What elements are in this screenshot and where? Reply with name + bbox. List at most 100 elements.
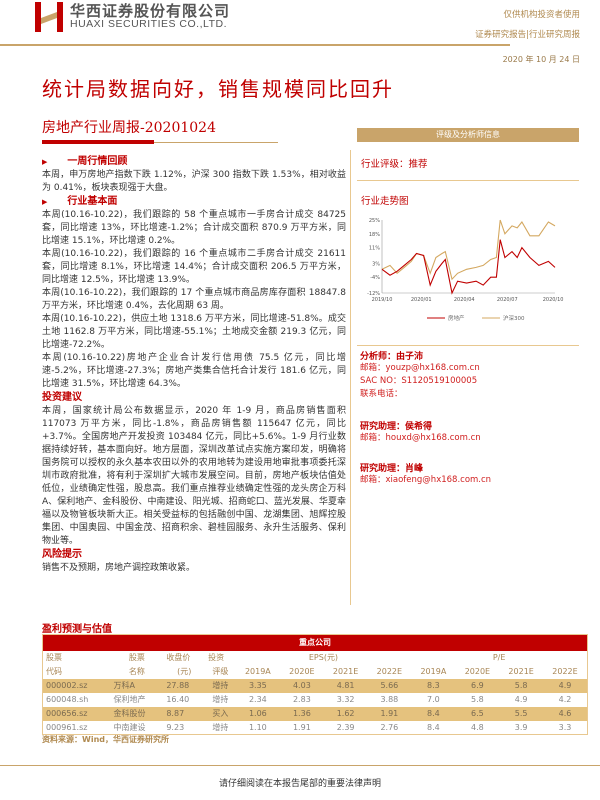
table-cell: 4.9 xyxy=(514,695,528,704)
th: 2021E xyxy=(508,667,534,676)
header-divider xyxy=(0,44,510,46)
th: 投资 xyxy=(208,653,225,662)
fundamentals-paragraph: 本周(10.16-10.22)房地产企业合计发行信用债 75.5 亿元，同比增速… xyxy=(42,353,346,389)
x-tick-label: 2020/07 xyxy=(497,297,518,303)
table-cell: 3.35 xyxy=(235,678,281,693)
footer-rule xyxy=(0,765,600,766)
assistant-email[interactable]: 邮箱：houxd@hx168.com.cn xyxy=(360,433,481,443)
section-heading-fundamentals: ▶ 行业基本面 xyxy=(42,196,118,207)
table-cell: 2.34 xyxy=(248,695,267,704)
table-cell: 1.91 xyxy=(367,706,412,721)
series-line-csi300 xyxy=(381,219,556,281)
table-cell: 000002.sz xyxy=(42,678,111,693)
table-cell: 1.62 xyxy=(323,706,368,721)
fundamentals-paragraph: 本周(10.16-10.22)，我们跟踪的 16 个重点城市二手房合计成交 21… xyxy=(42,249,346,285)
audience-note: 仅供机构投资者使用 xyxy=(503,10,580,20)
table-row: 600048.sh 保利地产 16.40 增持 2.34 2.83 3.32 3.88 7.0 5… xyxy=(43,693,588,707)
sidebar-rule xyxy=(357,345,579,346)
sidebar-header: 评级及分析师信息 xyxy=(357,128,579,142)
table-cell: 6.9 xyxy=(455,678,500,693)
table-cell: 27.88 xyxy=(163,678,206,693)
table-cell: 5.5 xyxy=(499,706,543,721)
report-date: 2020 年 10 月 24 日 xyxy=(502,55,580,64)
footer-disclaimer: 请仔细阅读在本报告尾部的重要法律声明 xyxy=(218,779,381,789)
table-cell: 2.83 xyxy=(292,695,311,704)
weekly-review-text: 本周，申万房地产指数下跌 1.12%，沪深 300 指数下跌 1.53%，相对收… xyxy=(42,170,346,193)
table-cell: 保利地产 xyxy=(113,695,146,704)
table-cell: 2.39 xyxy=(336,722,355,732)
table-cell: 4.8 xyxy=(471,722,484,732)
x-tick-label: 2020/10 xyxy=(543,297,564,303)
table-cell: 8.3 xyxy=(411,678,456,693)
y-tick-label: -4% xyxy=(370,275,380,281)
analyst-phone: 联系电话： xyxy=(360,389,403,399)
x-tick-label: 2019/10 xyxy=(372,297,393,303)
x-tick-label: 2020/01 xyxy=(411,297,432,303)
report-type: 证券研究报告|行业研究周报 xyxy=(475,30,580,40)
y-tick-label: 3% xyxy=(372,261,380,267)
chart-title: 行业走势图 xyxy=(361,196,409,207)
table-title: 盈利预测与估值 xyxy=(42,624,112,635)
analyst-info: 分析师：由子沛 邮箱：youzp@hx168.com.cn SAC NO：S11… xyxy=(360,349,580,487)
company-name-cn: 华西证券股份有限公司 xyxy=(70,2,231,20)
section-heading-risk: 风险提示 xyxy=(42,549,82,560)
main-text-column: ▶ 一周行情回顾 本周，申万房地产指数下跌 1.12%，沪深 300 指数下跌 1… xyxy=(42,155,346,575)
th: (元) xyxy=(177,667,192,676)
table-cell: 增持 xyxy=(205,678,236,693)
y-tick-label: 25% xyxy=(369,218,380,224)
table-cell: 1.91 xyxy=(292,722,311,732)
th: 2021E xyxy=(332,667,359,676)
table-cell: 7.0 xyxy=(427,695,440,704)
table-subheader: 代码 名称 (元) 评级 2019A 2020E 2021E 2022E 2019A 2020E 2… xyxy=(43,665,588,679)
legend-label: 沪深300 xyxy=(503,314,525,322)
table-cell: 3.9 xyxy=(514,722,528,732)
th: 代码 xyxy=(46,667,62,676)
table-row: 000002.sz 万科A 27.88 增持 3.35 4.03 4.81 5.66 8.3 6.… xyxy=(42,678,588,693)
analyst-email[interactable]: 邮箱：youzp@hx168.com.cn xyxy=(360,363,480,373)
table-cell: 增持 xyxy=(212,695,229,704)
th: 2022E xyxy=(552,667,578,676)
table-cell: 9.23 xyxy=(166,722,185,732)
table-cell: 1.36 xyxy=(280,706,324,721)
table-cell: 5.66 xyxy=(367,678,412,693)
table-cell: 8.4 xyxy=(427,722,440,732)
table-cell: 000961.sz xyxy=(46,722,88,732)
table-cell: 6.5 xyxy=(455,706,500,721)
table-cell: 3.88 xyxy=(380,695,399,704)
table-cell: 5.8 xyxy=(471,695,484,704)
table-cell: 000656.sz xyxy=(42,706,111,721)
triangle-bullet-icon: ▶ xyxy=(42,198,48,206)
table-cell: 4.6 xyxy=(543,706,588,721)
table-cell: 3.32 xyxy=(336,695,355,704)
table-cell: 8.4 xyxy=(411,706,456,721)
table-cell: 4.9 xyxy=(543,678,588,693)
assistant-email[interactable]: 邮箱：xiaofeng@hx168.com.cn xyxy=(360,475,492,485)
sidebar-rule xyxy=(357,180,579,181)
th: 2019A xyxy=(420,667,447,676)
table-cell: 1.10 xyxy=(248,722,267,732)
fundamentals-paragraph: 本周(10.16-10.22)，供应土地 1318.6 万平方米，同比增速-51… xyxy=(42,314,346,350)
table-cell: 5.8 xyxy=(499,678,543,693)
table-cell: 4.2 xyxy=(558,695,572,704)
th: 2019A xyxy=(244,667,271,676)
series-line-real-estate xyxy=(381,239,556,295)
th: 收盘价 xyxy=(166,653,191,662)
table-cell: 4.81 xyxy=(323,678,368,693)
analyst-sac: SAC NO：S1120519100005 xyxy=(360,376,478,386)
th: 2020E xyxy=(464,667,491,676)
th-eps: EPS(元) xyxy=(308,653,339,662)
analyst-name: 分析师：由子沛 xyxy=(360,352,424,362)
industry-rating: 行业评级：推荐 xyxy=(361,159,428,170)
table-row: 000656.sz 金科股份 8.87 买入 1.06 1.36 1.62 1.91 8.4 6.… xyxy=(42,706,588,721)
fundamentals-paragraph: 本周(10.16-10.22)，我们跟踪的 58 个重点城市一手房合计成交 84… xyxy=(42,210,346,246)
table-cell: 3.3 xyxy=(558,722,572,732)
section-heading-investment: 投资建议 xyxy=(42,392,82,403)
trend-chart: 25% 18% 11% 3% -4% -12%2019/10 2020/01 2020/04 2… xyxy=(367,218,564,322)
th: 2022E xyxy=(376,667,403,676)
triangle-bullet-icon: ▶ xyxy=(42,158,48,166)
table-banner: 重点公司 xyxy=(42,634,588,651)
assistant-name: 研究助理：侯希得 xyxy=(360,422,433,432)
th: 股票 xyxy=(46,653,62,662)
subtitle-underline xyxy=(42,140,154,144)
table-row: 000961.sz 中南建设 9.23 增持 1.10 1.91 2.39 2.76 8.4 4.… xyxy=(43,721,588,735)
